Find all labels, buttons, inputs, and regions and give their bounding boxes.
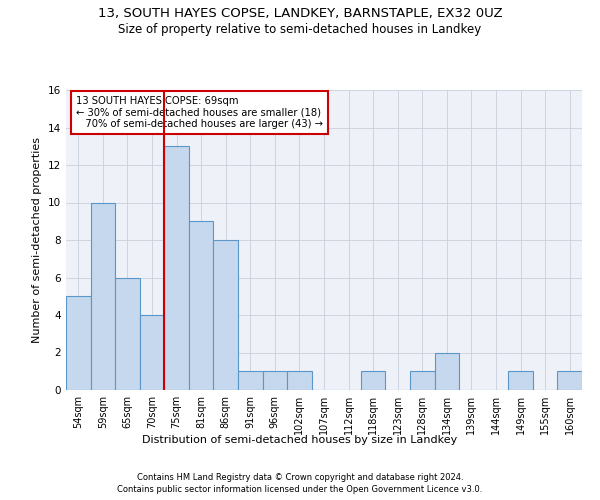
Bar <box>361 371 385 390</box>
Bar <box>238 371 263 390</box>
Bar <box>140 315 164 390</box>
Bar <box>66 296 91 390</box>
Text: Contains public sector information licensed under the Open Government Licence v3: Contains public sector information licen… <box>118 485 482 494</box>
Bar <box>214 240 238 390</box>
Y-axis label: Number of semi-detached properties: Number of semi-detached properties <box>32 137 43 343</box>
Bar <box>410 371 434 390</box>
Text: 13 SOUTH HAYES COPSE: 69sqm
← 30% of semi-detached houses are smaller (18)
   70: 13 SOUTH HAYES COPSE: 69sqm ← 30% of sem… <box>76 96 323 129</box>
Bar <box>287 371 312 390</box>
Bar <box>164 146 189 390</box>
Text: 13, SOUTH HAYES COPSE, LANDKEY, BARNSTAPLE, EX32 0UZ: 13, SOUTH HAYES COPSE, LANDKEY, BARNSTAP… <box>98 8 502 20</box>
Text: Distribution of semi-detached houses by size in Landkey: Distribution of semi-detached houses by … <box>142 435 458 445</box>
Bar <box>115 278 140 390</box>
Bar <box>508 371 533 390</box>
Bar <box>263 371 287 390</box>
Bar <box>557 371 582 390</box>
Text: Contains HM Land Registry data © Crown copyright and database right 2024.: Contains HM Land Registry data © Crown c… <box>137 472 463 482</box>
Bar <box>189 221 214 390</box>
Bar <box>91 202 115 390</box>
Bar <box>434 352 459 390</box>
Text: Size of property relative to semi-detached houses in Landkey: Size of property relative to semi-detach… <box>118 22 482 36</box>
